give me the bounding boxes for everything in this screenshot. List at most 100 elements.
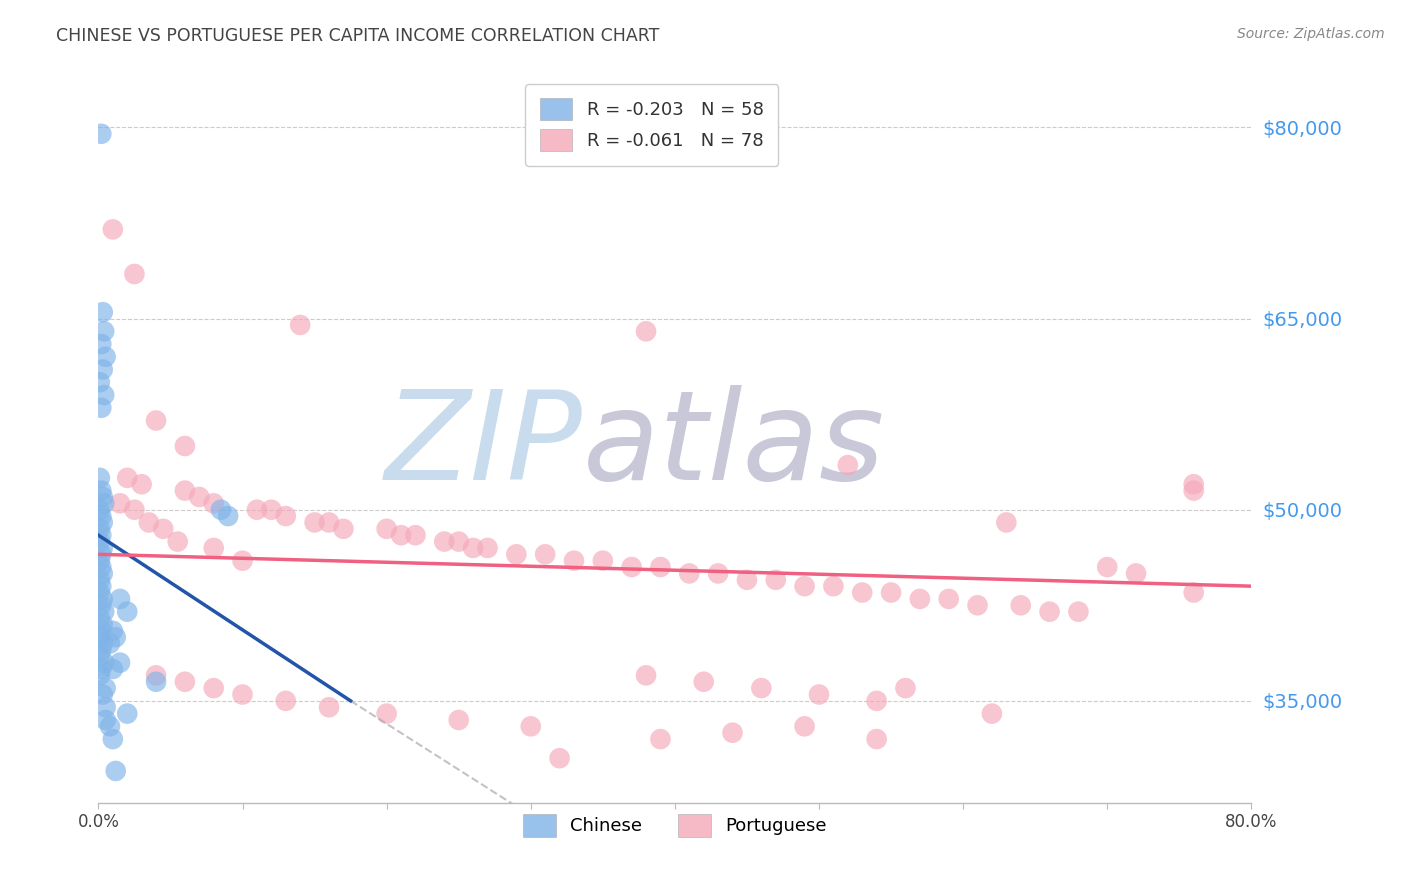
Point — [202, 681, 225, 695]
Point — [751, 681, 773, 695]
Point — [650, 560, 672, 574]
Point — [91, 591, 114, 606]
Point — [90, 662, 112, 676]
Point — [188, 490, 211, 504]
Point — [91, 490, 114, 504]
Point — [91, 617, 114, 632]
Point — [124, 267, 146, 281]
Point — [104, 764, 127, 778]
Point — [101, 222, 124, 236]
Point — [93, 656, 115, 670]
Point — [693, 674, 716, 689]
Point — [375, 706, 398, 721]
Point — [91, 305, 114, 319]
Point — [94, 681, 117, 695]
Point — [108, 656, 131, 670]
Point — [202, 541, 225, 555]
Point — [90, 528, 112, 542]
Point — [851, 585, 873, 599]
Point — [89, 649, 111, 664]
Text: Source: ZipAtlas.com: Source: ZipAtlas.com — [1237, 27, 1385, 41]
Point — [91, 688, 114, 702]
Point — [89, 630, 111, 644]
Point — [145, 413, 167, 427]
Point — [520, 719, 543, 733]
Point — [793, 579, 815, 593]
Text: atlas: atlas — [582, 385, 884, 507]
Point — [274, 509, 297, 524]
Point — [1039, 605, 1062, 619]
Point — [90, 509, 112, 524]
Point — [231, 688, 254, 702]
Point — [1097, 560, 1119, 574]
Point — [98, 636, 121, 650]
Point — [1010, 599, 1032, 613]
Point — [1182, 585, 1205, 599]
Point — [995, 516, 1018, 530]
Point — [89, 376, 111, 390]
Point — [765, 573, 787, 587]
Point — [375, 522, 398, 536]
Point — [108, 496, 131, 510]
Point — [290, 318, 312, 332]
Point — [562, 554, 585, 568]
Point — [93, 388, 115, 402]
Point — [636, 668, 658, 682]
Point — [202, 496, 225, 510]
Point — [548, 751, 571, 765]
Point — [91, 636, 114, 650]
Point — [389, 528, 412, 542]
Point — [93, 605, 115, 619]
Point — [209, 502, 232, 516]
Point — [405, 528, 427, 542]
Point — [461, 541, 484, 555]
Point — [174, 674, 197, 689]
Point — [89, 554, 111, 568]
Point — [91, 516, 114, 530]
Point — [131, 477, 153, 491]
Point — [260, 502, 283, 516]
Point — [93, 324, 115, 338]
Point — [793, 719, 815, 733]
Point — [866, 732, 889, 747]
Point — [104, 630, 127, 644]
Point — [89, 502, 111, 516]
Text: CHINESE VS PORTUGUESE PER CAPITA INCOME CORRELATION CHART: CHINESE VS PORTUGUESE PER CAPITA INCOME … — [56, 27, 659, 45]
Point — [91, 362, 114, 376]
Point — [1067, 605, 1090, 619]
Point — [318, 700, 340, 714]
Point — [90, 401, 112, 415]
Point — [304, 516, 326, 530]
Point — [433, 534, 456, 549]
Point — [89, 668, 111, 682]
Point — [866, 694, 889, 708]
Point — [90, 483, 112, 498]
Point — [124, 502, 146, 516]
Point — [90, 127, 112, 141]
Point — [318, 516, 340, 530]
Point — [91, 541, 114, 555]
Point — [477, 541, 499, 555]
Point — [217, 509, 239, 524]
Point — [90, 547, 112, 561]
Point — [505, 547, 527, 561]
Point — [447, 534, 470, 549]
Point — [174, 483, 197, 498]
Point — [447, 713, 470, 727]
Point — [274, 694, 297, 708]
Point — [90, 337, 112, 351]
Point — [117, 706, 139, 721]
Point — [908, 591, 931, 606]
Point — [174, 439, 197, 453]
Point — [823, 579, 845, 593]
Point — [145, 668, 167, 682]
Point — [94, 350, 117, 364]
Point — [1182, 483, 1205, 498]
Point — [90, 624, 112, 638]
Point — [707, 566, 730, 581]
Point — [636, 324, 658, 338]
Point — [678, 566, 700, 581]
Point — [894, 681, 917, 695]
Point — [592, 554, 614, 568]
Point — [246, 502, 269, 516]
